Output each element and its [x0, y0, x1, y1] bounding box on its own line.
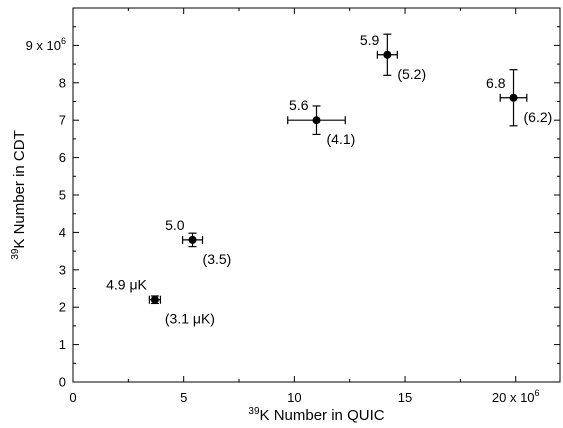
- point-label-temperature-parenthetical: (3.5): [203, 251, 232, 267]
- tick-labels: 0 5 10 15 20 x 106 0 1 2 3 4 5 6 7 8 9 x 106: [26, 36, 540, 405]
- point-label-temperature-parenthetical: (3.1 μK): [165, 311, 215, 327]
- data-point-marker: [312, 116, 321, 125]
- point-label-temperature: 6.8: [486, 75, 506, 91]
- y-tick-label: 8: [59, 75, 66, 90]
- y-axis-label-text: K Number in CDT: [11, 130, 28, 248]
- x-tick-label: 15: [398, 390, 412, 405]
- axis-ticks: [72, 8, 560, 383]
- y-tick-label: 1: [59, 337, 66, 352]
- y-tick-label: 2: [59, 300, 66, 315]
- y-tick-label: 3: [59, 262, 66, 277]
- plot-frame: [72, 7, 561, 383]
- x-tick-label: 10: [287, 390, 301, 405]
- y-tick-label: 0: [59, 375, 66, 390]
- x-axis-label: 39K Number in QUIC: [248, 406, 384, 424]
- x-axis-label-sup: 39: [248, 406, 260, 417]
- data-point-group: 5.9 (5.2): [360, 32, 426, 82]
- x-tick-label: 20 x 106: [492, 388, 540, 405]
- y-tick-label: 4: [59, 225, 66, 240]
- y-axis-label-sup: 39: [10, 248, 21, 260]
- y-tick-label: 5: [59, 188, 66, 203]
- data-point-group: 4.9 μK (3.1 μK): [106, 277, 215, 327]
- data-point-marker: [150, 295, 159, 304]
- x-axis-label-text: K Number in QUIC: [260, 407, 385, 424]
- y-tick-label: 6: [59, 150, 66, 165]
- data-points: 4.9 μK (3.1 μK) 5.0 (3.5) 5.6 (4.1) 5.9 (5.2) 6.…: [106, 32, 552, 327]
- data-point-marker: [509, 93, 518, 102]
- point-label-temperature: 5.6: [289, 97, 309, 113]
- point-label-temperature: 5.9: [360, 32, 380, 48]
- point-label-temperature: 5.0: [165, 217, 185, 233]
- y-tick-label: 9 x 106: [26, 36, 66, 53]
- y-tick-label: 7: [59, 113, 66, 128]
- data-point-group: 6.8 (6.2): [486, 69, 553, 127]
- point-label-temperature-parenthetical: (5.2): [397, 66, 426, 82]
- y-axis-label: 39K Number in CDT: [10, 130, 28, 259]
- point-label-temperature: 4.9 μK: [106, 277, 147, 293]
- point-label-temperature-parenthetical: (4.1): [327, 131, 356, 147]
- data-point-group: 5.6 (4.1): [287, 97, 356, 147]
- x-tick-label: 5: [180, 390, 187, 405]
- x-tick-label: 0: [69, 390, 76, 405]
- data-point-marker: [383, 50, 392, 59]
- data-point-marker: [188, 235, 197, 244]
- data-point-group: 5.0 (3.5): [165, 217, 231, 267]
- point-label-temperature-parenthetical: (6.2): [524, 109, 553, 125]
